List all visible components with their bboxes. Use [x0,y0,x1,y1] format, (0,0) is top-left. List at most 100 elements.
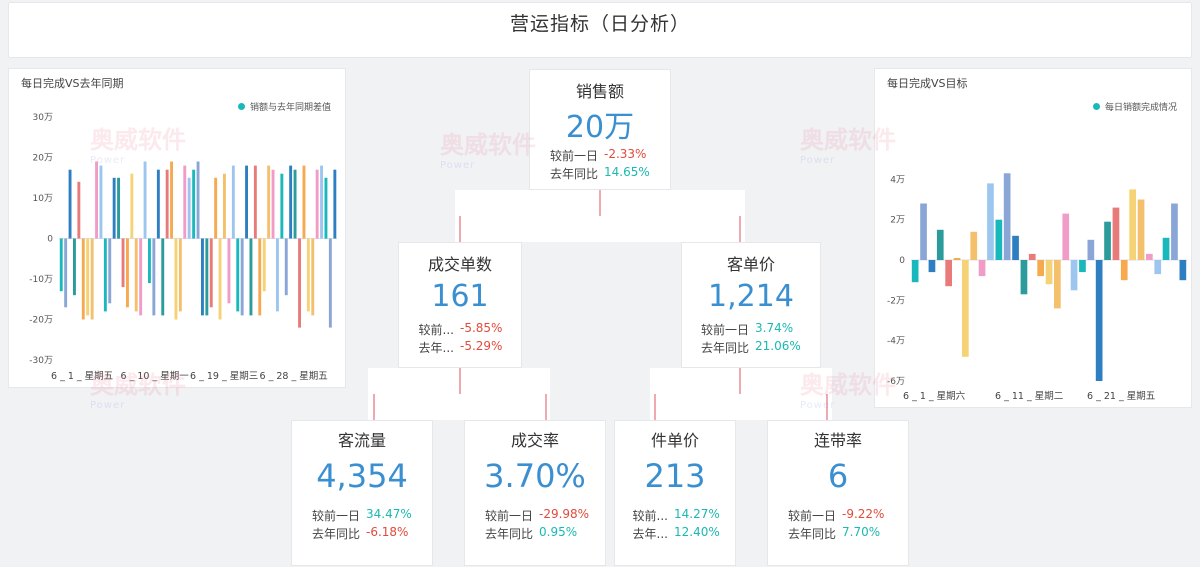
bar[interactable] [276,238,279,312]
bar[interactable] [289,165,293,239]
bar[interactable] [192,169,196,239]
right-chart-legend[interactable]: 每日销额完成情况 [1092,100,1177,113]
bar[interactable] [1037,260,1044,277]
bar[interactable] [90,238,94,320]
bar[interactable] [223,173,226,239]
bar[interactable] [262,238,266,292]
bar[interactable] [320,165,323,239]
bar[interactable] [284,238,288,296]
bar[interactable] [178,238,182,312]
bar[interactable] [302,165,306,239]
bar[interactable] [333,169,337,239]
bar[interactable] [201,238,204,316]
bar[interactable] [86,238,90,316]
bar[interactable] [306,238,310,312]
bar[interactable] [1003,173,1011,260]
bar[interactable] [1154,260,1162,275]
kpi-card-orders[interactable]: 成交单数 161 较前... -5.85% 去年... -5.29% [398,242,522,368]
bar[interactable] [170,161,173,239]
bar[interactable] [187,177,191,239]
bar[interactable] [143,161,147,239]
bar[interactable] [1079,260,1086,273]
bar[interactable] [324,177,328,239]
bar[interactable] [271,169,275,239]
bar[interactable] [911,260,919,283]
bar[interactable] [126,238,129,308]
bar[interactable] [77,181,81,239]
bar[interactable] [978,260,986,277]
kpi-card-attach-rate[interactable]: 连带率 6 较前一日 -9.22% 去年同比 7.70% [767,420,909,566]
bar[interactable] [156,169,160,239]
bar[interactable] [962,260,969,357]
bar[interactable] [253,165,257,239]
kpi-card-avg-price[interactable]: 客单价 1,214 较前一日 3.74% 去年同比 21.06% [681,242,821,368]
bar[interactable] [1028,253,1036,260]
bar[interactable] [108,238,112,304]
bar[interactable] [1045,260,1053,285]
bar[interactable] [161,238,165,316]
bar[interactable] [1020,260,1028,295]
bar[interactable] [240,238,244,316]
bar[interactable] [1162,237,1170,260]
bar[interactable] [214,177,218,239]
bar[interactable] [148,238,151,284]
bar[interactable] [103,238,107,312]
bar[interactable] [68,169,72,239]
bar[interactable] [995,219,1003,260]
bar[interactable] [121,238,125,288]
bar[interactable] [196,161,200,239]
bar[interactable] [293,169,297,239]
bar[interactable] [183,165,187,239]
bar[interactable] [1012,235,1019,260]
bar[interactable] [928,260,936,273]
kpi-card-conversion[interactable]: 成交率 3.70% 较前一日 -29.98% 去年同比 0.95% [464,420,606,566]
bar[interactable] [218,238,222,320]
bar[interactable] [64,238,68,308]
bar[interactable] [1179,260,1187,281]
kpi-card-traffic[interactable]: 客流量 4,354 较前一日 34.47% 去年同比 -6.18% [291,420,433,566]
bar[interactable] [987,183,994,260]
bar[interactable] [1104,221,1111,260]
kpi-card-sales[interactable]: 销售额 20万 较前一日 -2.33% 去年同比 14.65% [529,69,671,190]
bar[interactable] [130,173,134,239]
bar[interactable] [1129,189,1136,260]
bar[interactable] [117,177,120,239]
bar[interactable] [267,165,271,239]
bar[interactable] [328,238,332,328]
bar[interactable] [1095,260,1103,381]
bar[interactable] [236,238,240,312]
bar[interactable] [258,238,262,316]
bar[interactable] [280,173,284,239]
bar[interactable] [112,177,116,239]
bar[interactable] [1054,260,1061,309]
bar[interactable] [59,238,63,292]
bar[interactable] [1137,199,1145,261]
bar[interactable] [205,238,209,316]
bar[interactable] [209,238,213,308]
bar[interactable] [1171,203,1178,261]
bar[interactable] [165,169,169,239]
bar[interactable] [231,165,235,239]
bar[interactable] [227,238,231,304]
bar[interactable] [73,238,76,296]
bar[interactable] [311,238,315,316]
bar[interactable] [936,229,944,261]
bar[interactable] [953,258,961,260]
left-chart-legend[interactable]: 销额与去年同期差值 [237,100,331,113]
kpi-card-unit-price[interactable]: 件单价 213 较前... 14.27% 去年... 12.40% [614,420,736,566]
bar[interactable] [95,161,98,239]
bar[interactable] [139,238,143,316]
bar[interactable] [1062,213,1070,260]
bar[interactable] [315,169,319,239]
bar[interactable] [1087,239,1095,260]
bar[interactable] [134,238,138,312]
bar[interactable] [249,238,253,316]
bar[interactable] [945,260,952,287]
bar[interactable] [81,238,85,320]
bar[interactable] [99,165,103,239]
bar[interactable] [1070,260,1078,291]
bar[interactable] [1120,260,1128,281]
bar[interactable] [1146,253,1153,260]
bar[interactable] [174,238,178,320]
bar[interactable] [152,238,156,316]
